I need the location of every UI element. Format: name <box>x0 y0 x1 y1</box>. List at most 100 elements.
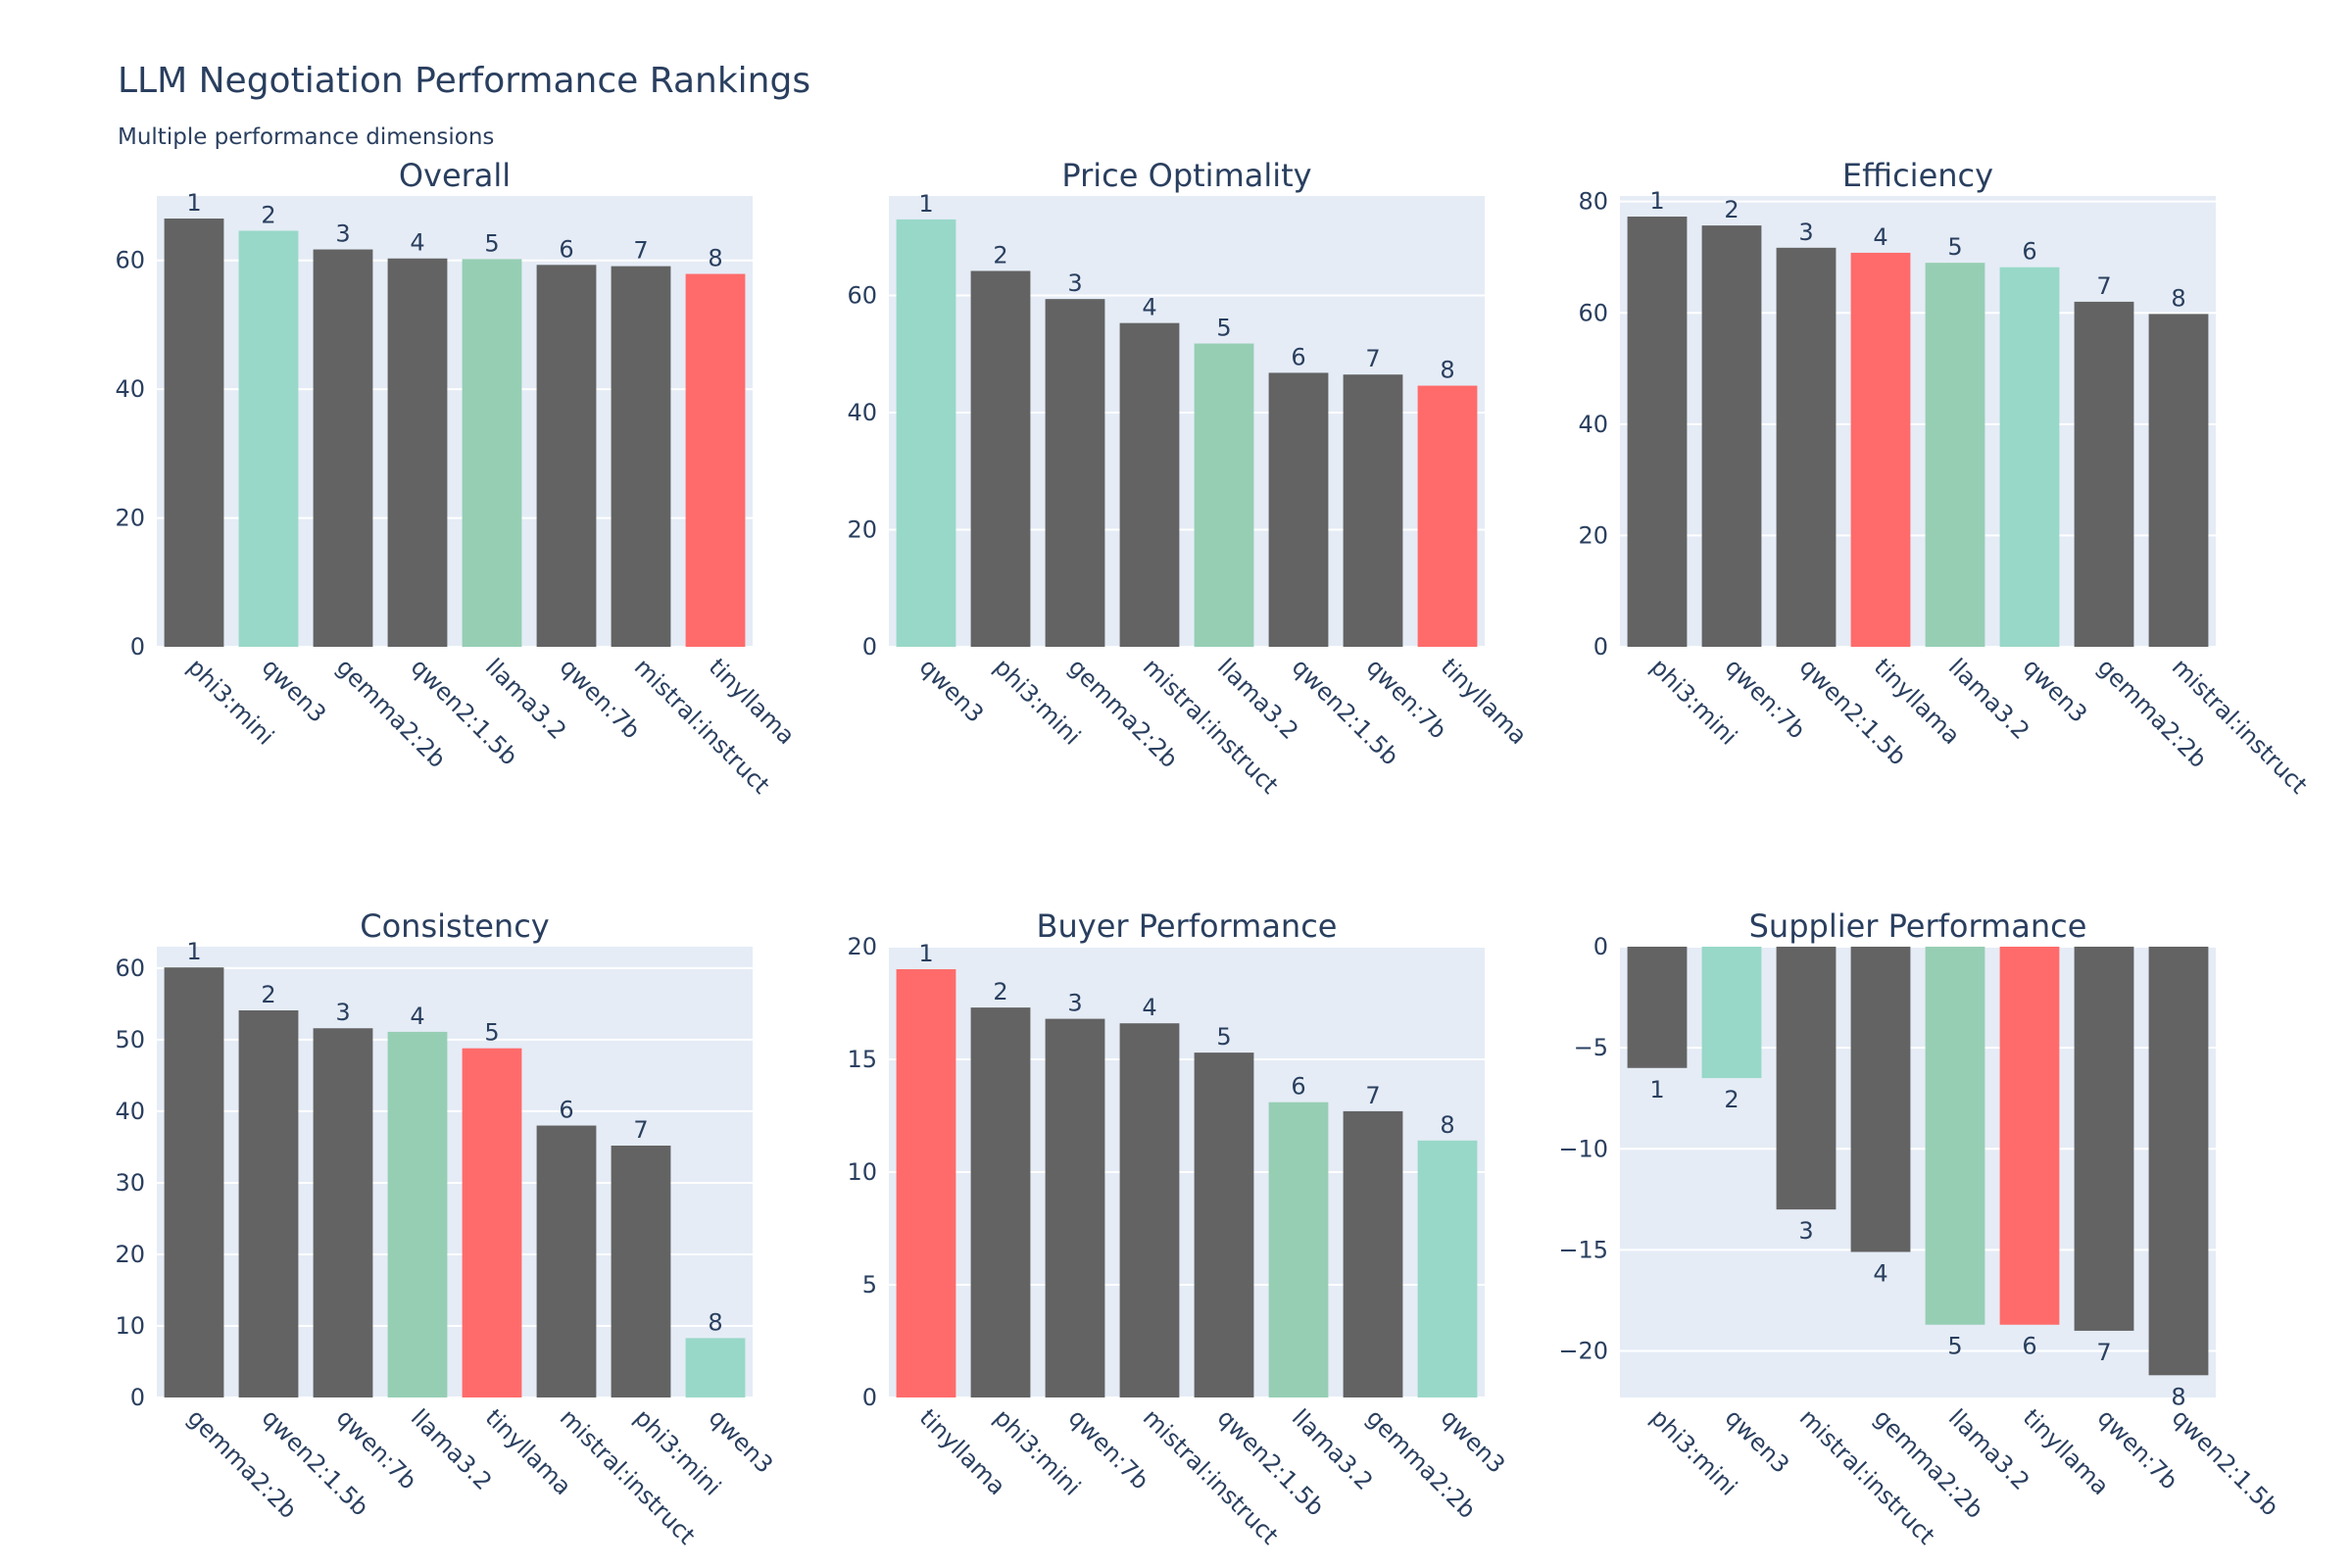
data-label: 2 <box>993 241 1007 269</box>
bar-mistral-instruct <box>2148 314 2209 647</box>
data-label: 7 <box>633 237 648 265</box>
subplot-title: Consistency <box>360 907 549 945</box>
bar-tinyllama <box>685 273 746 647</box>
bar-llama3-2 <box>1925 263 1985 647</box>
bar-llama3-2 <box>1268 1102 1329 1397</box>
data-label: 5 <box>1947 1333 1962 1360</box>
bar-tinyllama <box>1417 385 1478 647</box>
x-tick-label: qwen3 <box>2018 653 2092 727</box>
bar-qwen2-1-5b <box>387 258 448 647</box>
bar-qwen3 <box>896 219 956 647</box>
bar-qwen2-1-5b <box>1776 247 1837 647</box>
y-tick-label: 60 <box>847 282 877 310</box>
y-tick-label: −15 <box>1558 1236 1608 1263</box>
data-label: 7 <box>2096 272 2111 300</box>
data-label: 1 <box>1649 187 1664 215</box>
bar-mistral-instruct <box>1776 947 1837 1210</box>
x-tick-label: mistral:instruct <box>2167 653 2313 799</box>
bar-tinyllama <box>896 969 956 1397</box>
bar-gemma2-2b <box>1850 947 1911 1252</box>
data-label: 4 <box>1142 994 1156 1021</box>
y-tick-label: 10 <box>847 1158 877 1186</box>
data-label: 4 <box>410 229 424 257</box>
data-label: 3 <box>335 220 350 248</box>
y-tick-label: 60 <box>115 955 145 982</box>
bar-gemma2-2b <box>164 967 224 1397</box>
y-tick-label: 0 <box>1593 633 1608 661</box>
subplot-consistency: 0102030405060Consistency1gemma2:2b2qwen2… <box>115 907 778 1549</box>
x-tick-label: mistral:instruct <box>1138 653 1284 799</box>
bar-qwen2-1-5b <box>1194 1053 1254 1397</box>
data-label: 4 <box>410 1003 424 1030</box>
data-label: 1 <box>186 189 201 217</box>
y-tick-label: 5 <box>862 1271 877 1298</box>
y-tick-label: 20 <box>847 516 877 544</box>
bar-phi3-mini <box>1627 217 1688 648</box>
y-tick-label: 0 <box>130 1384 145 1411</box>
y-tick-label: 40 <box>115 375 145 403</box>
data-label: 8 <box>708 245 722 272</box>
bar-qwen-7b <box>536 265 597 647</box>
x-tick-label: qwen3 <box>257 653 331 727</box>
data-label: 6 <box>1291 343 1305 370</box>
chart-subtitle: Multiple performance dimensions <box>118 124 495 150</box>
bar-qwen2-1-5b <box>238 1009 299 1397</box>
y-tick-label: 10 <box>115 1312 145 1340</box>
data-label: 7 <box>633 1116 648 1144</box>
bar-mistral-instruct <box>611 266 671 647</box>
data-label: 2 <box>1724 1086 1739 1113</box>
data-label: 4 <box>1873 223 1887 251</box>
x-tick-label: mistral:instruct <box>629 653 775 799</box>
y-tick-label: −10 <box>1558 1135 1608 1162</box>
y-tick-label: −5 <box>1574 1034 1608 1061</box>
bar-tinyllama <box>462 1048 522 1397</box>
subplot-efficiency: 020406080Efficiency1phi3:mini2qwen:7b3qw… <box>1578 157 2312 799</box>
bar-phi3-mini <box>164 219 224 647</box>
x-tick-label: qwen3 <box>1436 1403 1510 1478</box>
data-label: 2 <box>993 978 1007 1005</box>
bar-gemma2-2b <box>1343 1110 1403 1397</box>
data-label: 6 <box>2022 238 2036 266</box>
data-label: 8 <box>708 1308 722 1336</box>
data-label: 2 <box>261 981 275 1008</box>
x-tick-label: qwen3 <box>1720 1403 1794 1478</box>
y-tick-label: −20 <box>1558 1338 1608 1365</box>
bar-llama3-2 <box>462 259 522 647</box>
bar-qwen3 <box>1701 947 1762 1079</box>
x-tick-label: qwen3 <box>704 1403 778 1478</box>
y-tick-label: 0 <box>862 633 877 661</box>
bar-tinyllama <box>1850 252 1911 647</box>
bar-qwen3 <box>685 1338 746 1397</box>
bar-mistral-instruct <box>1119 322 1180 647</box>
data-label: 8 <box>2171 284 2185 312</box>
data-label: 5 <box>1216 1023 1231 1051</box>
y-tick-label: 50 <box>115 1026 145 1054</box>
data-label: 4 <box>1142 294 1156 321</box>
data-label: 4 <box>1873 1259 1887 1287</box>
data-label: 5 <box>484 1019 499 1047</box>
bar-qwen-7b <box>1701 225 1762 648</box>
y-tick-label: 60 <box>1578 299 1608 326</box>
y-tick-label: 40 <box>847 399 877 426</box>
data-label: 7 <box>1365 345 1380 372</box>
y-tick-label: 40 <box>115 1098 145 1125</box>
data-label: 3 <box>1798 1217 1813 1245</box>
bar-phi3-mini <box>1627 947 1688 1068</box>
y-tick-label: 40 <box>1578 411 1608 438</box>
bar-qwen-7b <box>1343 374 1403 647</box>
y-tick-label: 80 <box>1578 188 1608 216</box>
data-label: 8 <box>1440 357 1454 384</box>
data-label: 2 <box>261 201 275 228</box>
bar-llama3-2 <box>1194 343 1254 647</box>
x-tick-label: qwen:7b <box>555 653 646 744</box>
subplot-title: Overall <box>399 157 511 194</box>
data-label: 6 <box>1291 1073 1305 1101</box>
bar-mistral-instruct <box>1119 1023 1180 1397</box>
data-label: 3 <box>335 999 350 1026</box>
bar-qwen3 <box>1999 267 2060 647</box>
bar-gemma2-2b <box>1045 299 1105 647</box>
bar-qwen-7b <box>313 1028 373 1397</box>
